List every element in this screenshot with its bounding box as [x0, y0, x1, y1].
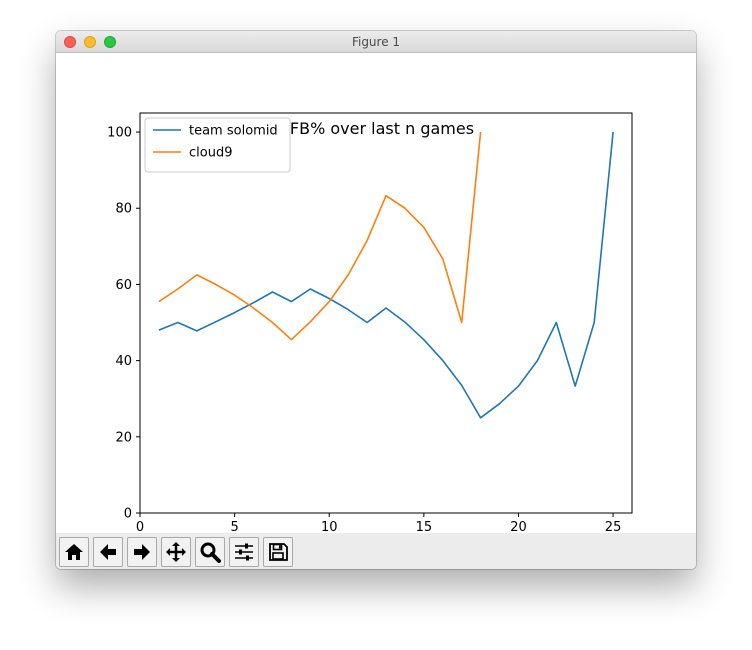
x-tick-label: 20 — [510, 520, 527, 533]
sliders-icon — [235, 543, 253, 561]
y-tick-label: 0 — [124, 507, 132, 522]
move-icon — [166, 542, 186, 562]
x-tick-label: 0 — [136, 520, 144, 533]
floppy-disk-icon — [269, 543, 288, 561]
plot-area-frame — [139, 112, 633, 514]
zoom-button[interactable] — [195, 537, 225, 567]
save-button[interactable] — [263, 537, 293, 567]
x-tick-label: 5 — [230, 520, 238, 533]
y-tick-label: 60 — [115, 278, 132, 293]
navigation-toolbar — [56, 533, 696, 569]
home-button[interactable] — [59, 537, 89, 567]
back-button[interactable] — [93, 537, 123, 567]
x-tick-label: 25 — [605, 520, 622, 533]
x-tick-label: 10 — [321, 520, 338, 533]
series-line-2 — [158, 131, 482, 341]
legend: team solomid cloud9 — [144, 117, 291, 173]
home-icon — [65, 544, 83, 560]
forward-button[interactable] — [127, 537, 157, 567]
maximize-window-button[interactable] — [104, 36, 116, 48]
legend-frame — [144, 117, 291, 173]
figure-canvas[interactable]: FB% over last n games 0 5 10 15 20 25 0 20 40 60 8… — [56, 53, 696, 535]
y-tick-label: 100 — [107, 126, 132, 141]
configure-subplots-button[interactable] — [229, 537, 259, 567]
title-bar[interactable]: Figure 1 — [56, 31, 696, 53]
chart-title: FB% over last n games — [290, 119, 474, 138]
series-line-1 — [158, 131, 614, 419]
series-layer — [158, 131, 614, 419]
legend-label: team solomid — [189, 124, 278, 139]
y-tick-label: 40 — [115, 354, 132, 369]
close-window-button[interactable] — [64, 36, 76, 48]
magnifier-icon — [200, 542, 221, 563]
window-title: Figure 1 — [351, 35, 401, 49]
line-chart: FB% over last n games 0 5 10 15 20 25 0 20 40 60 8… — [107, 112, 633, 535]
figure-window: Figure 1 FB% over last n games 0 5 10 15 20 2… — [56, 31, 696, 569]
arrow-right-icon — [134, 544, 150, 560]
arrow-left-icon — [100, 544, 116, 560]
x-tick-label: 15 — [416, 520, 433, 533]
pan-button[interactable] — [161, 537, 191, 567]
y-tick-label: 80 — [115, 202, 132, 217]
axis-ticks: 0 5 10 15 20 25 0 20 40 60 80 100 — [107, 126, 622, 535]
y-tick-label: 20 — [115, 430, 132, 445]
minimize-window-button[interactable] — [84, 36, 96, 48]
legend-label: cloud9 — [189, 146, 232, 161]
